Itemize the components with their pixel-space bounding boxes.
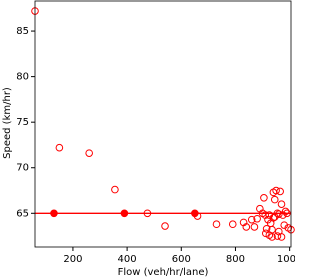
point (262, 229, 270, 238)
point (143, 209, 152, 218)
x-tick-label: 800 (226, 254, 245, 265)
point (85, 149, 93, 157)
x-axis-label: Flow (veh/hr/lane) (118, 267, 209, 278)
y-tick-label: 85 (16, 26, 29, 37)
point (273, 232, 282, 240)
point (120, 209, 129, 218)
point (111, 185, 119, 194)
point (50, 209, 58, 218)
point (273, 209, 282, 218)
point (212, 220, 221, 229)
y-tick-label: 75 (16, 117, 29, 128)
point (281, 207, 290, 216)
x-tick-label: 600 (172, 254, 191, 265)
point (161, 222, 169, 230)
y-tick-label: 70 (16, 163, 29, 174)
point (242, 223, 251, 231)
point (268, 233, 276, 241)
y-tick-label: 65 (16, 208, 29, 219)
point (277, 233, 286, 241)
point (270, 195, 279, 204)
point (250, 223, 259, 231)
point (272, 186, 280, 195)
point (277, 200, 286, 208)
point (268, 225, 276, 234)
point (55, 143, 64, 152)
y-tick-label: 80 (16, 72, 29, 83)
point (265, 211, 274, 219)
point (191, 209, 199, 218)
point (228, 220, 237, 229)
point (247, 215, 256, 224)
point (262, 224, 271, 233)
y-axis-label: Speed (km/hr) (2, 87, 13, 159)
x-tick-label: 200 (63, 254, 82, 265)
x-tick-label: 1000 (277, 254, 295, 265)
point (269, 214, 278, 222)
point (260, 194, 268, 202)
x-tick-label: 400 (118, 254, 137, 265)
plot-frame (34, 0, 292, 248)
point (283, 209, 291, 218)
point (253, 214, 261, 223)
point (280, 221, 289, 229)
point (275, 210, 283, 218)
chart: Flow (veh/hr/lane) Speed (km/hr) 200 400 6… (2, 0, 295, 278)
point (276, 187, 284, 196)
